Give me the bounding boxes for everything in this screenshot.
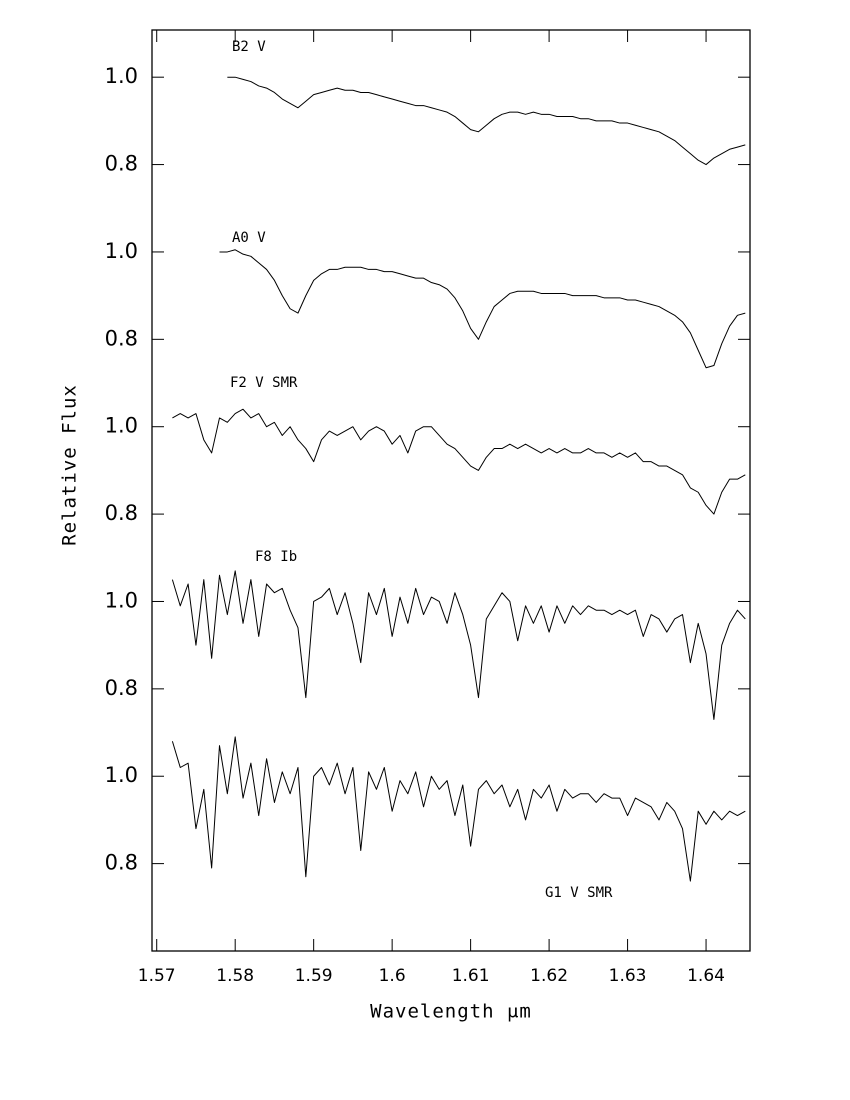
x-axis-label: Wavelength μm	[370, 1001, 532, 1023]
x-tick-label: 1.61	[452, 966, 490, 986]
y-tick-label: 1.0	[105, 64, 138, 88]
x-tick-label: 1.62	[530, 966, 568, 986]
series-label: A0 V	[232, 230, 266, 246]
series-label: F8 Ib	[255, 549, 297, 565]
y-tick-label: 0.8	[105, 851, 138, 875]
series-label: B2 V	[232, 39, 266, 55]
x-tick-label: 1.58	[216, 966, 254, 986]
x-tick-label: 1.64	[687, 966, 725, 986]
y-tick-label: 1.0	[105, 239, 138, 263]
spectrum-line	[171, 736, 746, 882]
y-tick-label: 0.8	[105, 501, 138, 525]
spectrum-line	[219, 249, 746, 369]
y-axis-label: Relative Flux	[59, 384, 81, 546]
y-tick-label: 0.8	[105, 676, 138, 700]
series-label: F2 V SMR	[230, 375, 298, 391]
spectrum-line	[171, 570, 746, 720]
x-tick-label: 1.63	[609, 966, 647, 986]
y-tick-label: 0.8	[105, 152, 138, 176]
spectrum-line	[227, 76, 746, 166]
plot-frame	[151, 29, 751, 952]
x-tick-label: 1.59	[295, 966, 333, 986]
y-tick-label: 1.0	[105, 588, 138, 612]
y-tick-label: 1.0	[105, 763, 138, 787]
x-tick-label: 1.6	[379, 966, 406, 986]
y-tick-label: 0.8	[105, 326, 138, 350]
spectrum-line	[172, 408, 746, 515]
x-tick-label: 1.57	[138, 966, 176, 986]
series-label: G1 V SMR	[545, 885, 613, 901]
y-tick-label: 1.0	[105, 414, 138, 438]
